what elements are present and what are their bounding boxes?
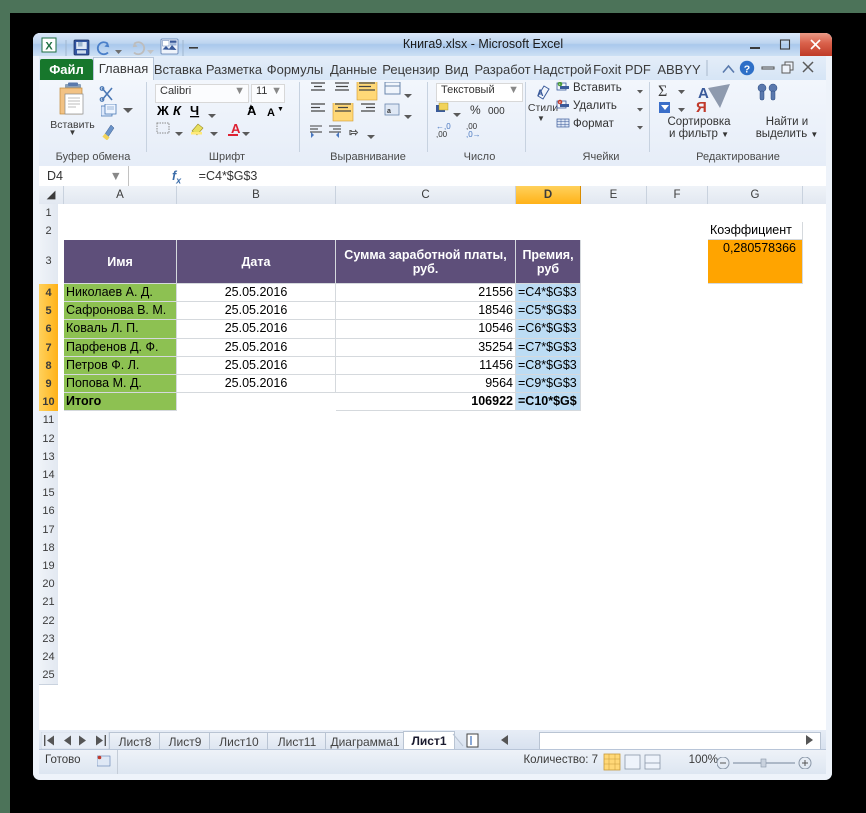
svg-text:▼: ▼: [277, 106, 284, 113]
svg-text:Ч: Ч: [190, 103, 199, 118]
svg-text:⇰: ⇰: [349, 127, 359, 139]
svg-text:Вставить: Вставить: [573, 82, 622, 94]
svg-text:A: A: [267, 107, 275, 119]
svg-text:,00: ,00: [436, 130, 448, 138]
svg-text:A: A: [537, 88, 544, 98]
svg-text:Ж: Ж: [156, 103, 169, 118]
svg-text:Формат: Формат: [573, 118, 615, 130]
svg-text:000: 000: [488, 106, 505, 117]
svg-text:К: К: [173, 103, 182, 118]
svg-text:Я: Я: [696, 99, 707, 116]
svg-text:▲: ▲: [247, 103, 255, 111]
svg-text:✕: ✕: [558, 101, 561, 105]
svg-text:+: +: [559, 83, 561, 87]
svg-text:Удалить: Удалить: [573, 100, 617, 112]
svg-text:%: %: [470, 103, 481, 117]
svg-text:Σ: Σ: [658, 83, 667, 100]
svg-text:A: A: [231, 121, 241, 136]
svg-text:a: a: [387, 108, 391, 115]
svg-text:,0→: ,0→: [466, 130, 481, 138]
svg-text:?: ?: [744, 64, 750, 76]
